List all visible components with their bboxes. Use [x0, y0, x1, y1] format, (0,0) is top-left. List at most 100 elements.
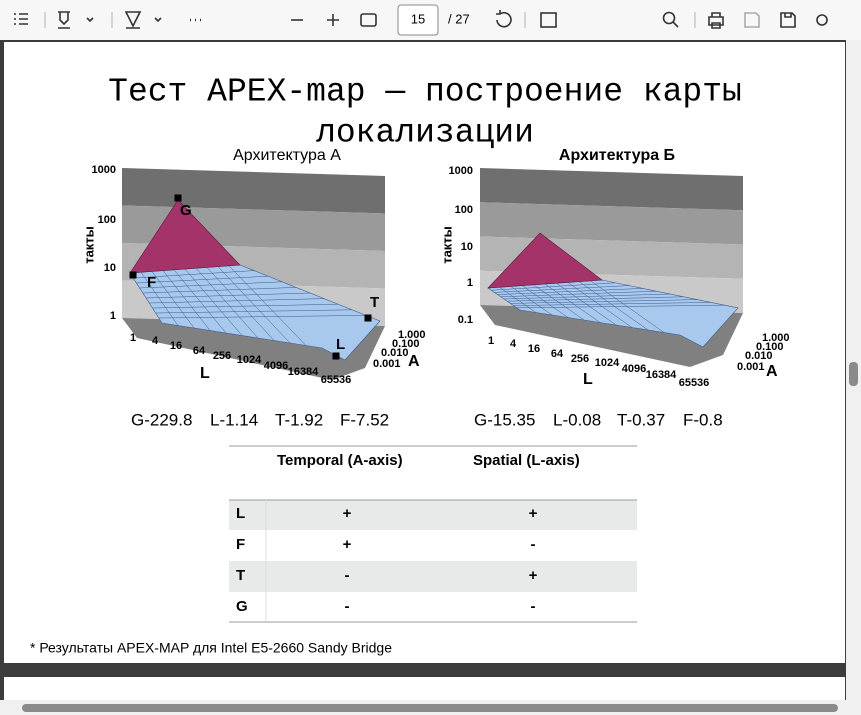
wall-band [122, 168, 385, 214]
y-axis-label: такты [439, 226, 454, 264]
mesh-line [184, 268, 243, 336]
search-handle [672, 21, 679, 28]
y-axis-label: такты [81, 226, 96, 264]
page-view-button[interactable] [540, 12, 557, 28]
mesh-line [162, 270, 211, 331]
mesh-line [567, 282, 633, 328]
mesh-line [158, 315, 367, 319]
y-tick-label: 10 [461, 241, 473, 253]
point-label: L [336, 336, 345, 353]
l-tick-label: 64 [193, 345, 206, 357]
cell: + [343, 536, 352, 553]
a-tick-label: 0.010 [381, 347, 409, 359]
l-axis-label: L [200, 365, 210, 382]
a-axis-label: A [766, 363, 778, 380]
y-tick-label: 10 [104, 262, 116, 274]
point-marker [332, 352, 340, 360]
score: T-1.92 [275, 410, 323, 429]
point-marker [129, 271, 137, 279]
mesh-line [228, 265, 307, 346]
draw-menu[interactable] [154, 17, 162, 23]
table-header: Spatial (L-axis) [473, 452, 580, 469]
table-header: Temporal (A-axis) [277, 452, 403, 469]
settings-button[interactable] [816, 14, 828, 26]
mesh-line [140, 272, 179, 326]
mesh-line [556, 282, 617, 326]
cell: + [529, 505, 538, 522]
h-scroll-thumb[interactable] [22, 704, 838, 712]
mesh-line [133, 270, 255, 279]
y-tick-label: 1000 [449, 165, 473, 177]
zoom-in-button[interactable] [327, 14, 339, 26]
mesh-line [516, 304, 725, 309]
row-label: T [236, 567, 245, 584]
row-label: L [236, 505, 245, 522]
mesh-line [195, 268, 259, 339]
a-tick-label: 0.001 [373, 358, 401, 370]
chart-title: Архитектура Б [559, 147, 675, 164]
l-tick-label: 4 [510, 338, 517, 350]
wall-band [480, 168, 743, 211]
y-tick-label: 1000 [92, 164, 116, 176]
row-label: F [236, 536, 245, 553]
mesh-line [217, 266, 291, 344]
mesh-line [494, 285, 630, 293]
mesh-line [507, 296, 684, 302]
row-band [229, 500, 637, 530]
mesh-line [500, 290, 657, 298]
slide-title: Тест APEX-map — построение карты [108, 74, 742, 111]
point-marker [364, 314, 372, 322]
l-tick-label: 256 [571, 353, 589, 365]
a-tick-label: 1.000 [762, 332, 790, 344]
a-tick-label: 0.010 [745, 350, 773, 362]
score: G-15.35 [474, 410, 535, 429]
y-tick-label: 1 [467, 277, 473, 289]
cell: - [531, 536, 536, 553]
a-tick-label: 0.100 [392, 338, 420, 350]
table: Temporal (A-axis) Spatial (L-axis) L + + F +… [229, 445, 637, 623]
score: L-1.14 [210, 410, 258, 429]
mesh-line [155, 309, 353, 314]
mesh-line [145, 292, 311, 299]
mesh-line [510, 299, 698, 304]
rotate-button[interactable] [496, 10, 512, 28]
cell: - [345, 567, 350, 584]
fit-button[interactable] [360, 13, 377, 27]
save-as-button[interactable] [780, 12, 796, 28]
chart-title: Архитектура А [233, 147, 341, 164]
pdf-next-page [4, 677, 845, 700]
toolbar-icons [14, 4, 828, 36]
page-count: / 27 [448, 11, 470, 26]
cell: + [343, 505, 352, 522]
page-number: 15 [411, 11, 425, 26]
search-button[interactable] [662, 11, 676, 25]
y-tick-label: 0.1 [458, 314, 473, 326]
outline-button[interactable] [14, 13, 28, 25]
footnote: * Результаты APEX-MAP для Intel E5-2660 … [30, 640, 392, 656]
l-tick-label: 65536 [321, 374, 352, 386]
page-input[interactable] [397, 4, 439, 36]
row-label: G [236, 598, 248, 615]
a-tick-label: 0.100 [756, 341, 784, 353]
point-label: G [180, 202, 192, 219]
point-marker [174, 194, 182, 202]
highlight-button[interactable] [58, 11, 70, 29]
cell: - [345, 598, 350, 615]
cell: + [529, 567, 538, 584]
v-scroll-thumb[interactable] [849, 362, 858, 386]
l-tick-label: 1 [488, 335, 494, 347]
print-button[interactable] [708, 12, 724, 29]
highlight-menu[interactable] [86, 17, 94, 23]
draw-button[interactable] [124, 11, 142, 29]
y-tick-label: 100 [98, 214, 116, 226]
score: F-7.52 [340, 410, 389, 429]
l-tick-label: 4 [152, 335, 159, 347]
y-tick-label: 1 [110, 310, 116, 322]
l-tick-label: 16384 [646, 369, 677, 381]
l-tick-label: 16384 [288, 366, 319, 378]
mesh-line [544, 283, 601, 323]
mesh-line [499, 286, 537, 313]
l-tick-label: 64 [551, 348, 564, 360]
save-button[interactable] [744, 12, 760, 28]
